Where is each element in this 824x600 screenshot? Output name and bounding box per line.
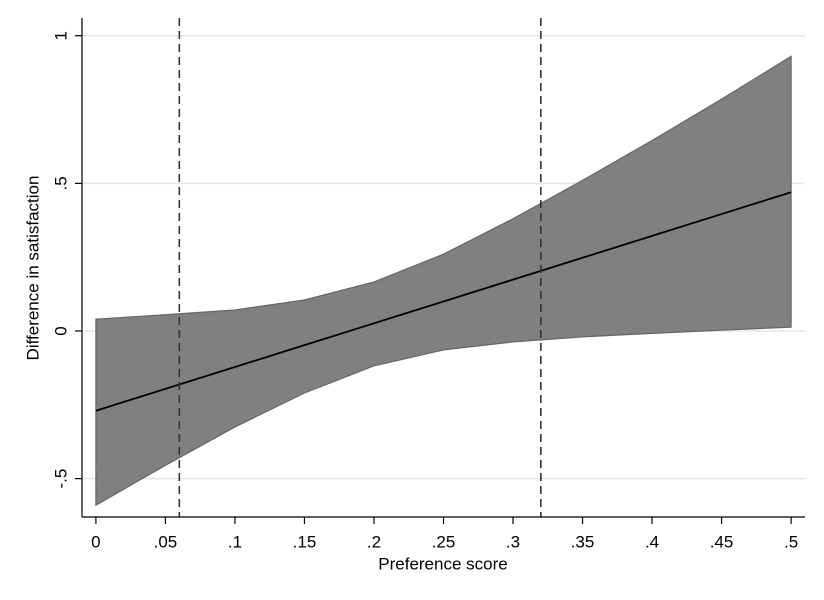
y-tick-label: 1 xyxy=(51,31,70,40)
estimate-line xyxy=(95,191,792,412)
y-tick-label: 0 xyxy=(51,326,70,335)
x-tick-label: .35 xyxy=(571,532,595,551)
confidence-band xyxy=(95,55,792,507)
x-tick-label: .15 xyxy=(293,532,317,551)
x-axis-label: Preference score xyxy=(378,554,507,573)
x-tick-label: .3 xyxy=(506,532,520,551)
x-tick-label: .5 xyxy=(784,532,798,551)
x-tick-label: .05 xyxy=(154,532,178,551)
y-axis-label: Difference in satisfaction xyxy=(23,176,42,361)
x-tick-label: .25 xyxy=(432,532,456,551)
x-tick-label: 0 xyxy=(91,532,100,551)
x-tick-label: .4 xyxy=(645,532,659,551)
y-tick-label: .5 xyxy=(51,176,70,190)
x-tick-label: .2 xyxy=(367,532,381,551)
y-tick-label: -.5 xyxy=(51,469,70,489)
x-tick-label: .45 xyxy=(710,532,734,551)
x-tick-label: .1 xyxy=(228,532,242,551)
